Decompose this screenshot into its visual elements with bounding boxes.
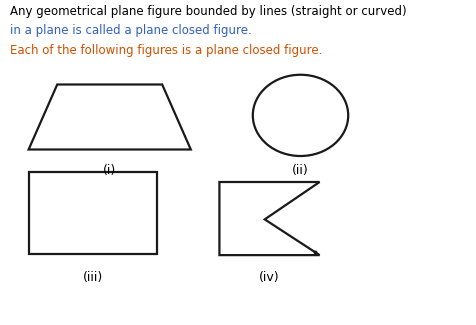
Text: (iv): (iv) <box>258 271 279 284</box>
Text: (iii): (iii) <box>83 271 103 284</box>
Text: (i): (i) <box>103 164 116 177</box>
Text: Each of the following figures is a plane closed figure.: Each of the following figures is a plane… <box>10 44 321 57</box>
Text: in a plane is called a plane closed figure.: in a plane is called a plane closed figu… <box>10 24 251 37</box>
Text: Any geometrical plane figure bounded by lines (straight or curved): Any geometrical plane figure bounded by … <box>10 5 405 18</box>
Text: (ii): (ii) <box>291 164 308 177</box>
